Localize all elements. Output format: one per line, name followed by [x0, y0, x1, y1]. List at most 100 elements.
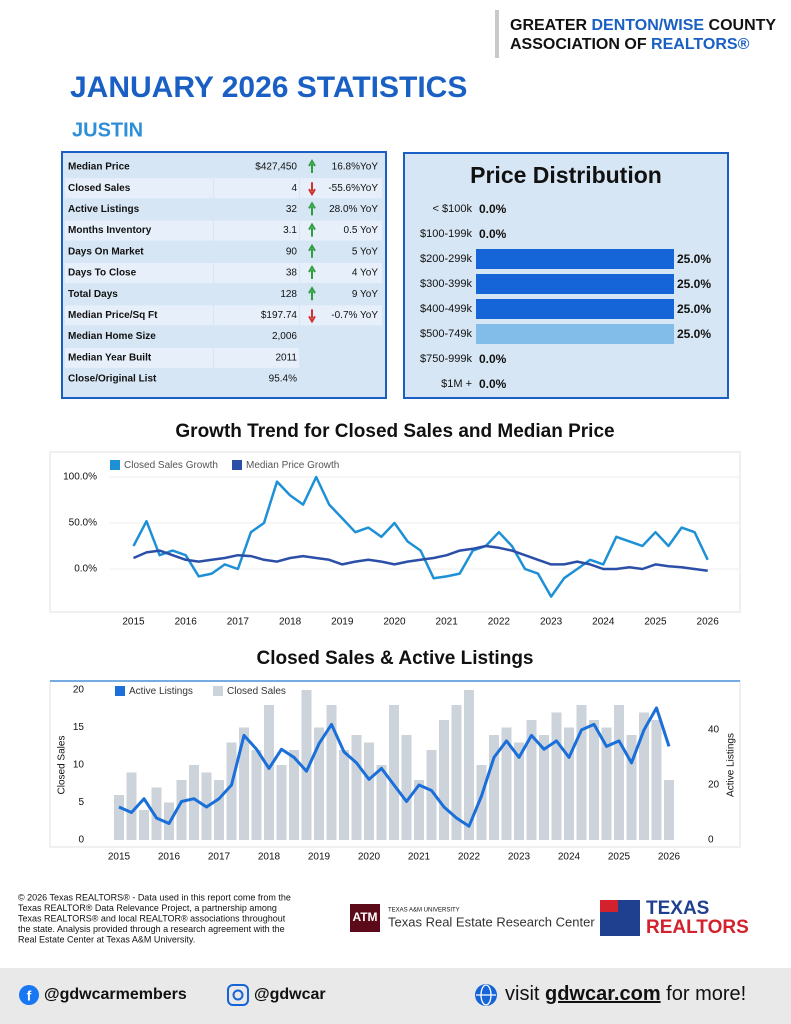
row-label: Days On Market: [68, 246, 144, 257]
bar: [551, 712, 562, 840]
website-link[interactable]: gdwcar.com: [545, 983, 661, 1005]
row-value: 3.1: [283, 225, 297, 236]
row-bg: [214, 347, 299, 368]
instagram-icon: [227, 984, 249, 1006]
x-tick-label: 2015: [108, 852, 131, 863]
social-bar: [0, 968, 791, 1024]
bar: [401, 735, 412, 840]
bar: [439, 720, 449, 840]
org-text: GREATER: [510, 17, 591, 34]
facebook-handle[interactable]: @gdwcarmembers: [44, 986, 187, 1003]
row-label: Closed Sales: [68, 183, 131, 194]
bar: [476, 249, 674, 269]
bar: [451, 705, 462, 840]
row-bg: [214, 241, 299, 262]
legend-swatch: [115, 686, 125, 696]
instagram-icon: [232, 989, 244, 1001]
x-tick-label: 2025: [644, 617, 667, 628]
facebook-glyph: f: [27, 988, 32, 1004]
row-bg: [214, 199, 299, 220]
row-label: Total Days: [68, 289, 118, 300]
bar: [476, 765, 487, 840]
row-value: $197.74: [261, 310, 298, 321]
row-label: Days To Close: [68, 268, 137, 279]
category-label: $1M +: [441, 378, 472, 390]
bar: [476, 299, 674, 319]
row-value: 32: [286, 204, 298, 215]
value-label: 25.0%: [677, 277, 711, 291]
row-change: 5 YoY: [352, 246, 378, 257]
row-bg: [214, 263, 299, 283]
bar: [251, 750, 262, 840]
row-change: 28.0% YoY: [329, 204, 378, 215]
row-bg: [65, 220, 213, 241]
bar: [326, 705, 337, 840]
row-label: Active Listings: [68, 204, 140, 215]
y-axis-title: Closed Sales: [57, 736, 68, 795]
y-tick-label: 0: [78, 835, 84, 846]
y-tick-label: 20: [73, 685, 85, 696]
bar: [339, 750, 349, 840]
price-chart: < $100k 0.0% $100-199k 0.0% $200-299k 25.0% $3…: [420, 202, 711, 391]
row-label: Median Price/Sq Ft: [68, 310, 158, 321]
legend-swatch: [232, 460, 242, 470]
x-tick-label: 2020: [383, 617, 406, 628]
row-bg: [65, 347, 213, 368]
visit-text: for more!: [661, 983, 747, 1005]
row-bg: [65, 199, 213, 220]
visit-text: visit gdwcar.com for more!: [505, 983, 746, 1005]
disclaimer-line: Real Estate Center at Texas A&M Universi…: [18, 934, 195, 944]
logo-divider: [495, 10, 499, 58]
x-tick-label: 2026: [658, 852, 681, 863]
row-change: -0.7% YoY: [331, 310, 378, 321]
x-tick-label: 2016: [158, 852, 181, 863]
y-tick-label: 5: [78, 797, 84, 808]
trend-arrow: [308, 222, 316, 237]
row-value: $427,450: [255, 162, 297, 173]
combo-chart: 0 5 10 15 20 0 20 40 2015 2016 2017 2018 2019 2020 202…: [57, 685, 737, 863]
row-bg: [300, 284, 382, 305]
row-label: Months Inventory: [68, 225, 152, 236]
instagram-handle[interactable]: @gdwcar: [254, 986, 326, 1003]
bar: [501, 727, 512, 840]
realtors-text: REALTORS: [646, 917, 749, 938]
bar: [176, 780, 187, 840]
series-line: [132, 475, 709, 598]
value-label: 0.0%: [479, 352, 507, 366]
disclaimer-line: © 2026 Texas REALTORS® - Data used in th…: [18, 892, 291, 902]
realtors-logo: [600, 900, 618, 912]
row-value: 128: [280, 289, 297, 300]
facebook-icon: [19, 985, 39, 1005]
y-tick-label: 50.0%: [69, 518, 97, 529]
bar: [426, 750, 437, 840]
x-tick-label: 2018: [258, 852, 281, 863]
row-bg: [65, 326, 213, 347]
row-change: 16.8%YoY: [332, 162, 379, 173]
bar: [476, 324, 674, 344]
realtors-text: TEXAS: [646, 898, 709, 919]
bar: [539, 735, 549, 840]
x-tick-label: 2023: [540, 617, 563, 628]
disclaimer: © 2026 Texas REALTORS® - Data used in th…: [18, 892, 291, 944]
bar: [601, 727, 612, 840]
bar: [139, 810, 149, 840]
value-label: 0.0%: [479, 227, 507, 241]
series-line: [118, 706, 671, 828]
x-tick-label: 2019: [308, 852, 331, 863]
visit-text: visit: [505, 983, 545, 1005]
row-bg: [65, 369, 213, 389]
tamu-logo: [350, 904, 380, 932]
x-tick-label: 2019: [331, 617, 354, 628]
chart-title: Price Distribution: [470, 162, 662, 188]
value-label: 25.0%: [677, 327, 711, 341]
category-label: $300-399k: [420, 278, 472, 290]
x-tick-label: 2020: [358, 852, 381, 863]
bar: [664, 780, 674, 840]
city-name: JUSTIN: [72, 119, 143, 141]
trend-arrow: [308, 159, 316, 173]
x-tick-label: 2022: [458, 852, 481, 863]
category-label: $100-199k: [420, 228, 472, 240]
category-label: < $100k: [433, 203, 473, 215]
y2-tick-label: 0: [708, 835, 714, 846]
x-tick-label: 2025: [608, 852, 631, 863]
